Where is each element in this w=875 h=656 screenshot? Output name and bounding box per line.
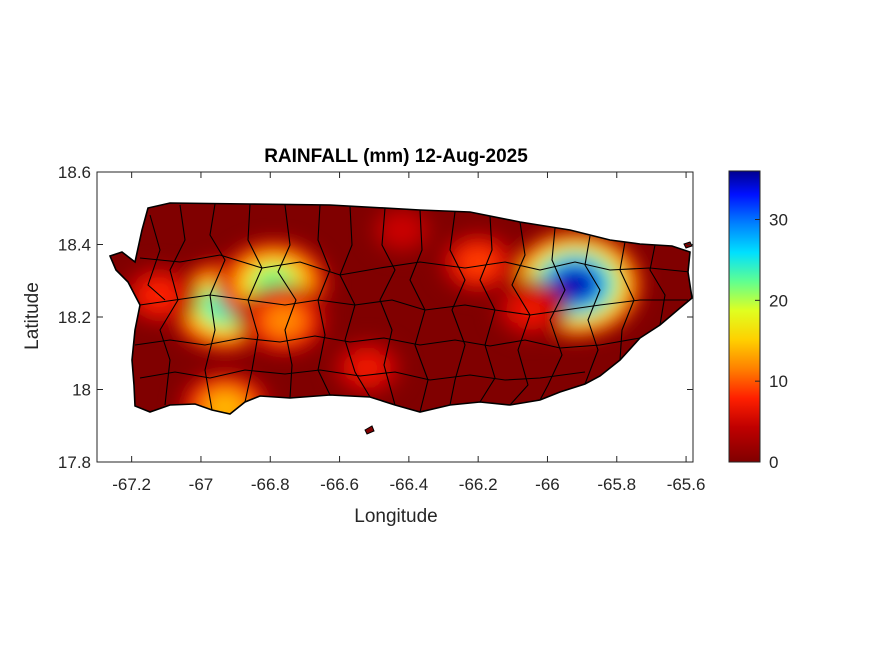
colorbar-tick-label: 10 (769, 372, 788, 391)
y-tick-label: 18.6 (58, 163, 91, 182)
rain-contour (385, 217, 418, 243)
x-tick-label: -65.6 (667, 475, 706, 494)
rain-contour (513, 296, 547, 324)
y-axis-ticks: 17.8 18 18.2 18.4 18.6 (58, 163, 693, 472)
colorbar-tick-label: 30 (769, 211, 788, 230)
rain-contour (266, 306, 303, 336)
chart-title: RAINFALL (mm) 12-Aug-2025 (264, 146, 528, 167)
x-tick-label: -65.8 (597, 475, 636, 494)
y-axis-label: Latitude (22, 282, 43, 350)
x-tick-label: -66.2 (459, 475, 498, 494)
rain-contour (206, 392, 244, 414)
x-tick-label: -67.2 (112, 475, 151, 494)
y-tick-label: 18.4 (58, 236, 91, 255)
rain-cell (177, 369, 274, 414)
y-tick-label: 18.2 (58, 308, 91, 327)
rain-contour (460, 248, 496, 277)
y-tick-label: 18 (72, 381, 91, 400)
x-axis-ticks: -67.2 -67 -66.8 -66.6 -66.4 -66.2 -66 -65.8 -65.… (112, 172, 705, 494)
colorbar-ticks: 0 10 20 30 (755, 211, 788, 472)
colorbar-tick-label: 20 (769, 291, 788, 310)
x-tick-label: -66.6 (320, 475, 359, 494)
municipality-boundaries (134, 203, 691, 413)
y-tick-label: 17.8 (58, 453, 91, 472)
colorbar-tick-label: 0 (769, 453, 778, 472)
rain-contour (553, 266, 598, 302)
rain-cell (492, 279, 568, 340)
rain-cells-layer (119, 203, 644, 414)
rain-cell (238, 284, 330, 357)
islet (364, 425, 375, 435)
x-tick-label: -66 (535, 475, 560, 494)
x-tick-label: -67 (189, 475, 214, 494)
rain-cell (368, 203, 436, 257)
colorbar-gradient (728, 170, 761, 463)
rain-contour (350, 354, 384, 382)
colorbar: 0 10 20 30 (728, 170, 788, 472)
rain-cell (506, 229, 644, 340)
rain-cell (329, 337, 405, 398)
x-tick-label: -66.8 (251, 475, 290, 494)
x-axis-label: Longitude (354, 506, 437, 527)
x-tick-label: -66.4 (389, 475, 428, 494)
